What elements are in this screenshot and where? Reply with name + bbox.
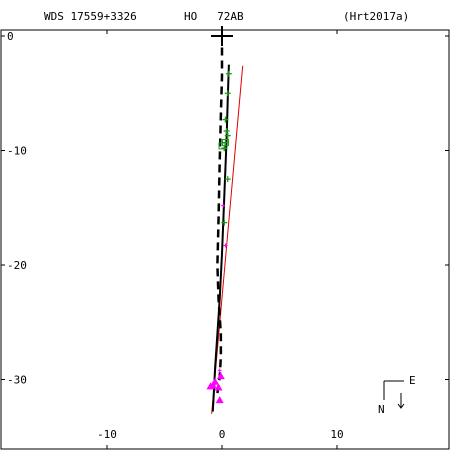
green-point	[225, 70, 232, 77]
observation-marks	[206, 26, 233, 404]
magenta-point	[217, 368, 222, 373]
compass: E N	[378, 374, 416, 416]
green-square	[218, 142, 226, 150]
green-point	[223, 128, 230, 135]
x-tick-label: -10	[97, 428, 117, 441]
discoverer-label: HO 72AB	[184, 10, 244, 23]
x-tick-label: 0	[219, 428, 226, 441]
wds-id-label: WDS 17559+3326	[44, 10, 137, 23]
green-point	[224, 90, 231, 97]
magenta-triangle	[215, 396, 224, 404]
magenta-triangle	[216, 372, 225, 380]
compass-north-label: N	[378, 403, 385, 416]
y-tick-label: -10	[7, 145, 27, 158]
plot-frame	[0, 29, 450, 450]
orbit-lines	[211, 47, 244, 414]
green-point	[222, 116, 229, 123]
orbit-dashed-line	[216, 47, 224, 394]
compass-east-label: E	[409, 374, 416, 387]
primary-star-marker	[211, 26, 233, 46]
reference-label: (Hrt2017a)	[343, 10, 409, 23]
magenta-triangle	[206, 382, 215, 390]
y-tick-label: -20	[7, 259, 27, 272]
y-axis: 0 -10 -20 -30	[1, 30, 449, 387]
y-tick-label: 0	[7, 30, 14, 43]
green-point	[221, 145, 228, 152]
y-tick-label: -30	[7, 374, 27, 387]
magenta-point	[221, 203, 226, 208]
magenta-point	[223, 243, 228, 248]
green-point	[224, 176, 231, 183]
compass-arrow-head	[397, 403, 405, 409]
magenta-triangle	[214, 383, 223, 391]
x-tick-label: 10	[330, 428, 343, 441]
green-point	[224, 132, 231, 139]
green-point	[221, 219, 228, 226]
